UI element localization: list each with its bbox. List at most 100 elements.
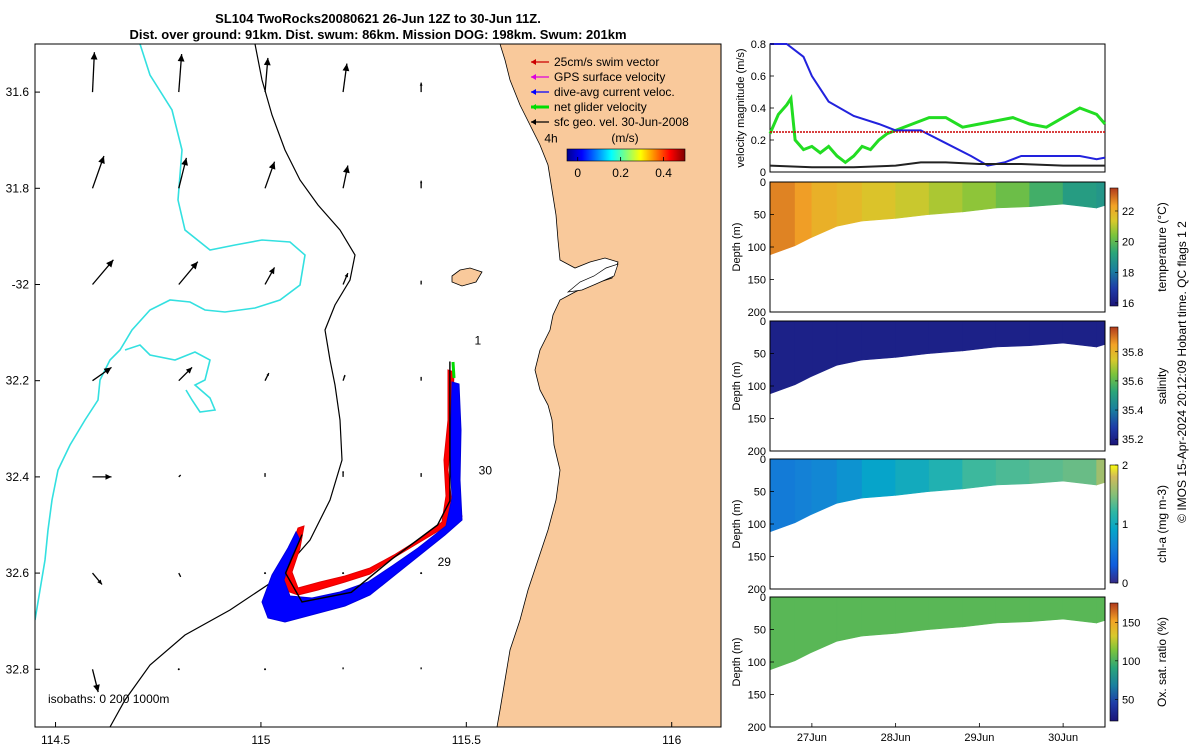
current-vector bbox=[419, 82, 423, 93]
colorbar-tick-label: 100 bbox=[1122, 656, 1140, 668]
current-vector bbox=[264, 372, 270, 381]
isobath-200m bbox=[109, 44, 356, 727]
section-data-cell bbox=[1096, 458, 1106, 486]
legend-label: 25cm/s swim vector bbox=[554, 55, 659, 69]
current-vector bbox=[342, 572, 345, 575]
track-annotation: 1 bbox=[475, 334, 482, 348]
section-colorbar bbox=[1109, 187, 1119, 307]
title-line-2: Dist. over ground: 91km. Dist. swum: 86k… bbox=[129, 27, 626, 42]
track-current-band bbox=[261, 381, 463, 623]
section-data-cell bbox=[861, 181, 896, 222]
isobath-1000m-loop bbox=[124, 344, 217, 413]
section-ylabel: Depth (m) bbox=[731, 638, 743, 687]
velocity-series-line bbox=[769, 161, 1105, 169]
track-annotation: 30 bbox=[479, 463, 493, 477]
section-data-cell bbox=[794, 596, 813, 662]
colorbar-label: chl-a (mg m-3) bbox=[1155, 485, 1169, 563]
map-y-tick-label: -32 bbox=[12, 277, 30, 291]
track-net-green bbox=[451, 361, 456, 379]
section-ylabel: Depth (m) bbox=[731, 500, 743, 549]
section-ylabel: Depth (m) bbox=[731, 223, 743, 272]
current-vector bbox=[90, 52, 98, 93]
speed-colorbar bbox=[566, 148, 686, 162]
section-colorbar bbox=[1109, 602, 1119, 722]
map-annotations: 4h 1 30 29 bbox=[438, 132, 558, 569]
island bbox=[451, 267, 483, 287]
legend-arrowhead bbox=[531, 59, 536, 65]
current-vector bbox=[420, 280, 422, 285]
section-y-tick-label: 150 bbox=[748, 275, 766, 287]
section-data-cell bbox=[1062, 320, 1097, 348]
section-data-cell bbox=[895, 181, 930, 219]
colorbar-tick-label: 50 bbox=[1122, 694, 1134, 706]
velocity-ylabel: velocity magnitude (m/s) bbox=[735, 48, 747, 167]
current-vector bbox=[263, 57, 271, 93]
section-data-cell bbox=[1096, 596, 1106, 624]
section-data-cell bbox=[895, 596, 930, 634]
current-vector bbox=[420, 376, 422, 381]
current-vector bbox=[92, 572, 103, 585]
legend-arrowhead bbox=[531, 74, 536, 80]
section-panel: 0 50 100 150 200 Depth (m) 35.2 35.4 35.6 35.8 sal… bbox=[731, 316, 1169, 458]
land-mass bbox=[496, 44, 721, 727]
section-colorbar bbox=[1109, 326, 1119, 446]
current-vector bbox=[178, 572, 182, 578]
current-vector bbox=[92, 474, 112, 480]
legend-arrowhead bbox=[531, 89, 536, 95]
current-vector bbox=[342, 165, 350, 189]
current-vector bbox=[264, 572, 267, 575]
current-vector bbox=[420, 667, 422, 670]
velocity-y-tick-label: 0.2 bbox=[751, 135, 766, 147]
legend-arrowhead bbox=[531, 119, 536, 125]
estuary bbox=[566, 263, 619, 293]
track-annotation: 29 bbox=[438, 555, 452, 569]
colorbar-tick-label: 0 bbox=[1122, 578, 1128, 590]
current-vector bbox=[342, 63, 350, 93]
colorbar-tick-label: 2 bbox=[1122, 460, 1128, 472]
section-y-tick-label: 50 bbox=[754, 625, 766, 637]
current-vector bbox=[419, 180, 423, 189]
current-vector bbox=[264, 161, 276, 189]
credit-text: © IMOS 15-Apr-2024 20:12:09 Hobart time.… bbox=[1175, 221, 1189, 523]
legend-label: dive-avg current veloc. bbox=[554, 85, 675, 99]
track-annotation: 4h bbox=[544, 132, 557, 146]
velocity-series-line bbox=[770, 43, 1106, 167]
current-vector bbox=[177, 54, 185, 93]
section-data-cell bbox=[995, 181, 1030, 209]
current-vector bbox=[92, 366, 112, 382]
legend-arrowhead bbox=[531, 104, 536, 110]
speed-colorbar-ticks: 0 0.2 0.4 bbox=[574, 157, 672, 180]
current-vector bbox=[264, 668, 267, 671]
section-y-tick-label: 50 bbox=[754, 487, 766, 499]
title-line-1: SL104 TwoRocks20080621 26-Jun 12Z to 30-… bbox=[215, 11, 541, 26]
current-vectors bbox=[90, 52, 423, 693]
section-data-cell bbox=[794, 320, 813, 386]
section-y-tick-label: 200 bbox=[748, 722, 766, 734]
glider-track-line bbox=[284, 361, 451, 603]
section-data-cell bbox=[995, 458, 1030, 486]
current-vector bbox=[178, 474, 182, 478]
section-data-cell bbox=[962, 181, 997, 213]
section-y-tick-label: 0 bbox=[760, 454, 766, 466]
current-vector bbox=[264, 267, 276, 285]
map-y-tick-label: 31.6 bbox=[6, 85, 30, 99]
isobath-1000m bbox=[35, 44, 306, 621]
map-y-tick-label: 32.2 bbox=[6, 374, 30, 388]
current-vector bbox=[92, 259, 114, 285]
legend-label: sfc geo. vel. 30-Jun-2008 bbox=[554, 115, 689, 129]
section-data-cell bbox=[836, 458, 863, 504]
section-data-cell bbox=[794, 181, 813, 247]
current-vector bbox=[342, 272, 349, 285]
section-y-tick-label: 0 bbox=[760, 592, 766, 604]
map-y-ticks: 31.6 31.8 -32 32.2 32.4 32.6 32.8 bbox=[6, 85, 40, 676]
section-data-cell bbox=[1062, 596, 1097, 624]
section-data-cell bbox=[1062, 181, 1097, 209]
section-data-cell bbox=[1029, 181, 1064, 208]
section-data-cell bbox=[769, 320, 796, 395]
section-data-cell bbox=[861, 596, 896, 637]
isobath-note: isobaths: 0 200 1000m bbox=[48, 692, 169, 706]
section-y-tick-label: 150 bbox=[748, 690, 766, 702]
section-data-cell bbox=[1062, 458, 1097, 486]
